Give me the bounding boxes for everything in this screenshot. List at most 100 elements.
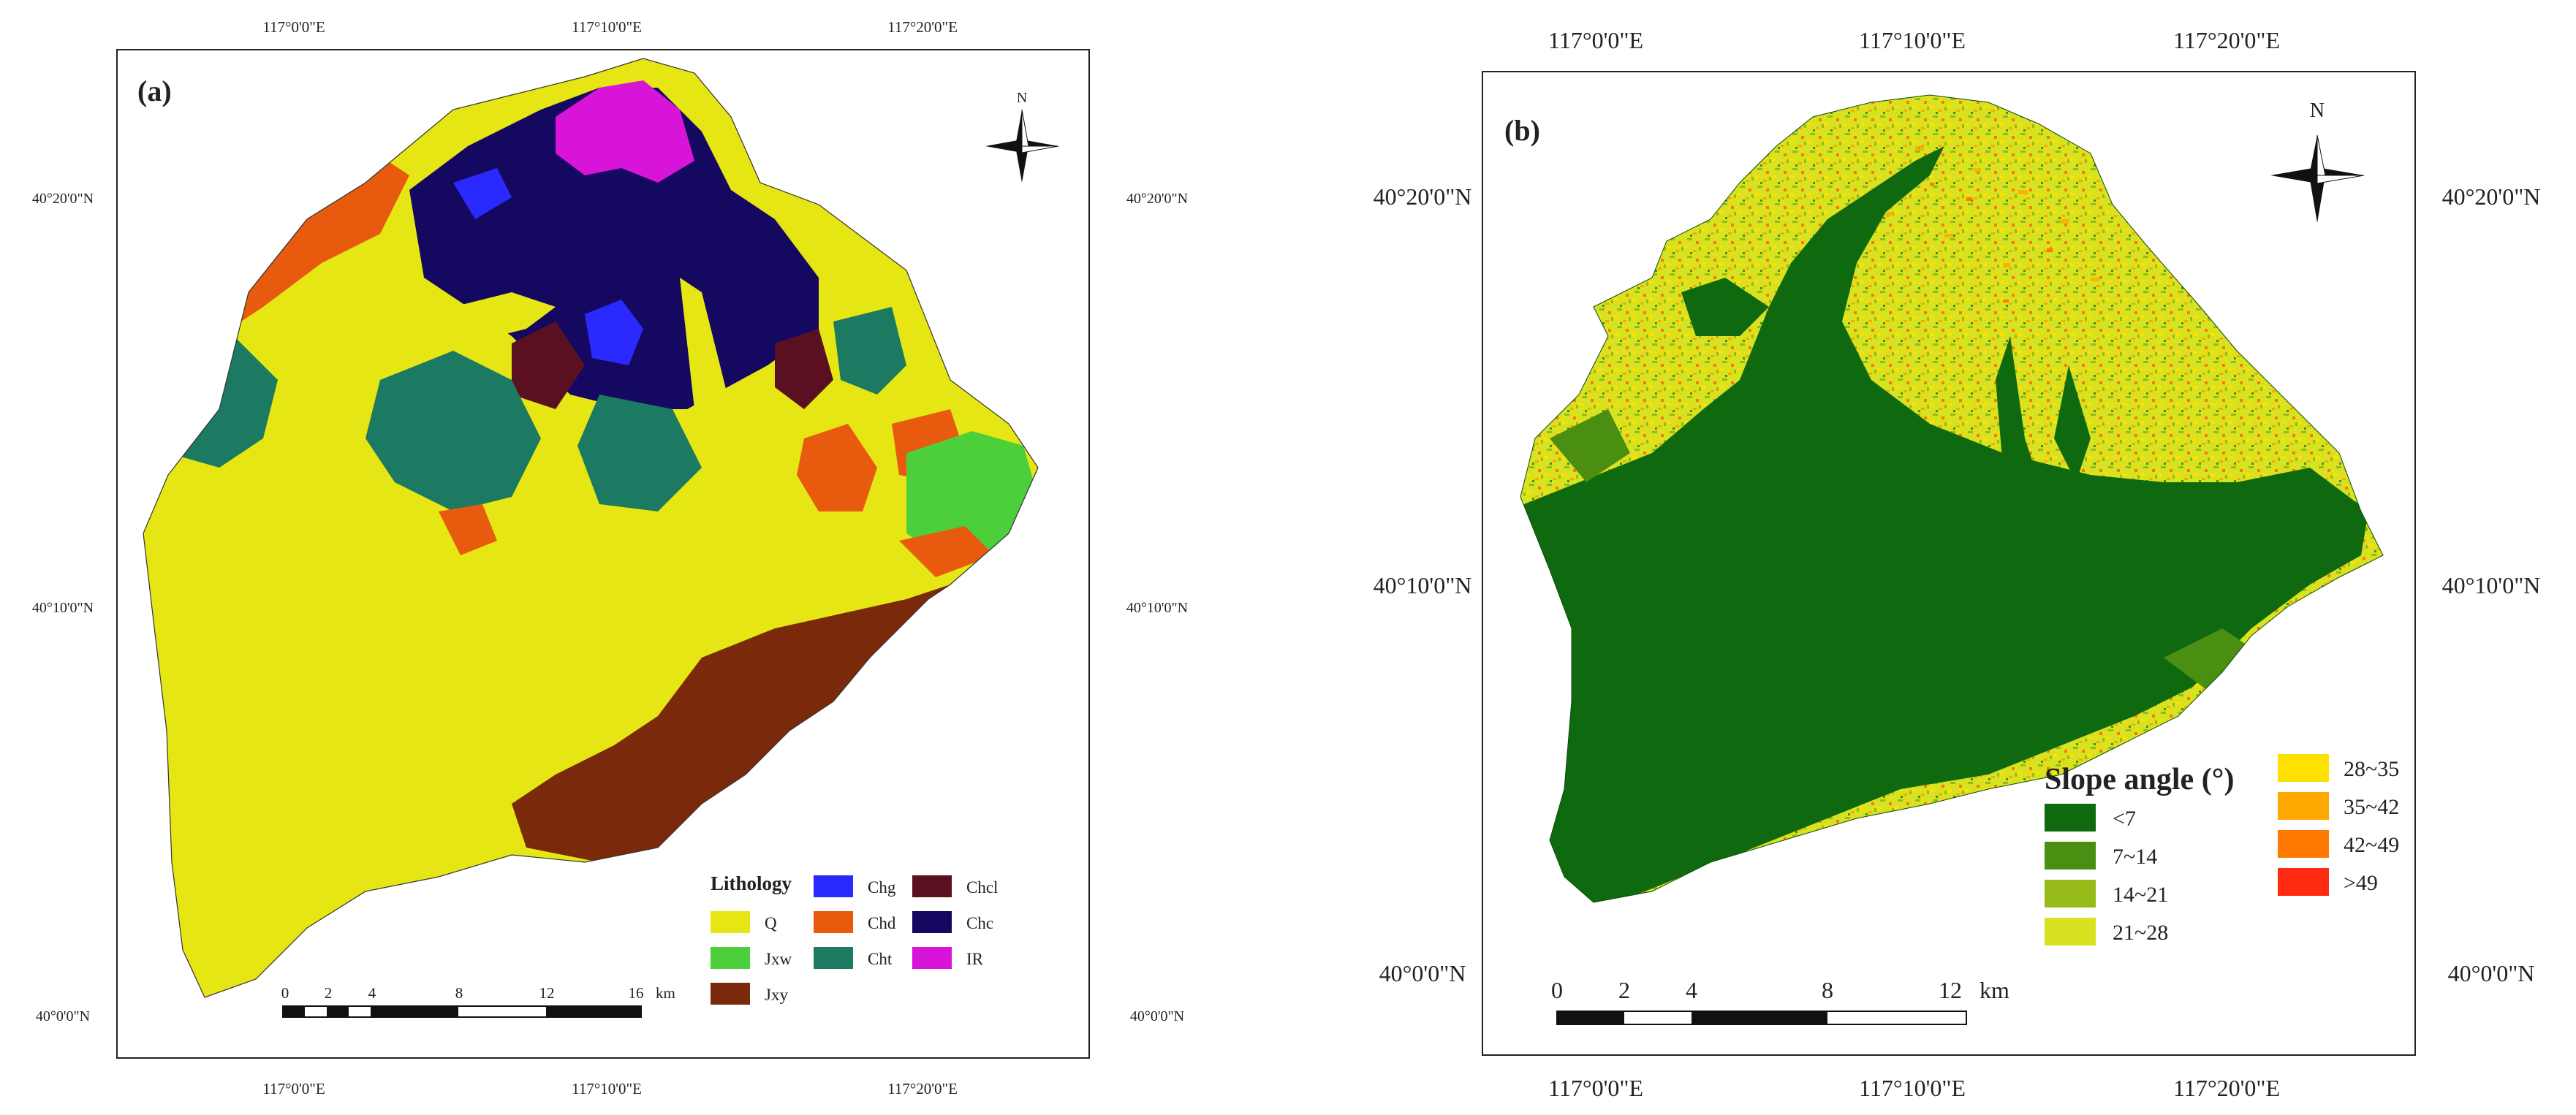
right-tick-b-3: 40°0'0"N xyxy=(2448,960,2535,986)
legend-label-jxy: Jxy xyxy=(765,986,788,1004)
lithology-legend: Lithology Q Jxw Jxy Chg Chd Cht Chcl Chc… xyxy=(711,872,998,1005)
legend-label-chc: Chc xyxy=(966,914,993,932)
right-tick-a-2: 40°10'0"N xyxy=(1126,600,1188,616)
legend-label-28-35: 28~35 xyxy=(2344,757,2399,781)
legend-label-jxw: Jxw xyxy=(765,950,792,968)
right-tick-b-1: 40°20'0"N xyxy=(2442,183,2541,210)
top-tick-a-1: 117°0'0"E xyxy=(262,18,325,36)
legend-item-jxy: Jxy xyxy=(711,983,788,1005)
scale-b-tick-0: 0 xyxy=(1551,977,1563,1003)
legend-label-7-14: 7~14 xyxy=(2113,845,2157,869)
scale-b-tick-4: 4 xyxy=(1686,977,1697,1003)
scale-b-unit: km xyxy=(1980,977,2009,1003)
north-label-a: N xyxy=(1017,90,1027,106)
north-arrow-icon-a: N xyxy=(985,90,1059,183)
scale-a-tick-8: 8 xyxy=(455,984,463,1002)
legend-label-chg: Chg xyxy=(868,878,896,897)
legend-swatch-35-42 xyxy=(2278,792,2329,820)
panel-b-map: 117°0'0"E 117°10'0"E 117°20'0"E 117°0'0"… xyxy=(1374,27,2541,1101)
legend-label-chd: Chd xyxy=(868,914,896,932)
legend-item-q: Q xyxy=(711,911,777,933)
scale-a-tick-0: 0 xyxy=(281,984,289,1002)
scale-a-tick-4: 4 xyxy=(368,984,376,1002)
bottom-tick-a-3: 117°20'0"E xyxy=(887,1080,958,1097)
scale-a-tick-12: 12 xyxy=(539,984,555,1002)
study-area-outline-b xyxy=(1520,94,2384,903)
legend-item-cht: Cht xyxy=(814,947,893,969)
legend-item-chd: Chd xyxy=(814,911,896,933)
legend-item-14-21: 14~21 xyxy=(2045,880,2168,907)
top-tick-b-2: 117°10'0"E xyxy=(1859,27,1966,53)
legend-swatch-chcl xyxy=(912,875,952,897)
slope-legend: Slope angle (°) <7 7~14 14~21 21~28 28~3… xyxy=(2045,754,2399,945)
left-tick-b-1: 40°20'0"N xyxy=(1374,183,1472,210)
legend-item-chc: Chc xyxy=(912,911,993,933)
north-arrow-icon-b: N xyxy=(2270,99,2365,223)
top-tick-a-2: 117°10'0"E xyxy=(572,18,642,36)
legend-item-7-14: 7~14 xyxy=(2045,842,2157,869)
legend-swatch-ir xyxy=(912,947,952,969)
legend-label-chcl: Chcl xyxy=(966,878,998,897)
legend-item-chcl: Chcl xyxy=(912,875,998,897)
legend-swatch-42-49 xyxy=(2278,830,2329,858)
legend-swatch-chc xyxy=(912,911,952,933)
left-tick-a-3: 40°0'0"N xyxy=(36,1008,90,1024)
top-tick-a-3: 117°20'0"E xyxy=(887,18,958,36)
legend-label-35-42: 35~42 xyxy=(2344,795,2399,819)
legend-label-14-21: 14~21 xyxy=(2113,883,2168,907)
bottom-tick-b-3: 117°20'0"E xyxy=(2173,1075,2280,1101)
legend-swatch-28-35 xyxy=(2278,754,2329,782)
legend-item-42-49: 42~49 xyxy=(2278,830,2399,858)
legend-swatch-21-28 xyxy=(2045,918,2096,945)
panel-label-b: (b) xyxy=(1504,114,1540,147)
legend-label-gt49: >49 xyxy=(2344,871,2378,895)
panel-label-a: (a) xyxy=(137,75,172,107)
legend-item-gt49: >49 xyxy=(2278,868,2378,896)
scale-bar-a: 0 2 4 8 12 16 km xyxy=(281,984,675,1018)
legend-item-jxw: Jxw xyxy=(711,947,792,969)
legend-label-21-28: 21~28 xyxy=(2113,921,2168,945)
bottom-tick-a-1: 117°0'0"E xyxy=(262,1080,325,1097)
right-tick-a-1: 40°20'0"N xyxy=(1126,191,1188,207)
legend-label-q: Q xyxy=(765,914,777,932)
top-tick-b-1: 117°0'0"E xyxy=(1548,27,1643,53)
legend-swatch-chd xyxy=(814,911,853,933)
scale-b-tick-8: 8 xyxy=(1822,977,1833,1003)
legend-item-ir: IR xyxy=(912,947,984,969)
legend-title-a: Lithology xyxy=(711,872,792,894)
scale-bar-b: 0 2 4 8 12 km xyxy=(1551,977,2009,1025)
legend-item-chg: Chg xyxy=(814,875,896,897)
bottom-tick-b-2: 117°10'0"E xyxy=(1859,1075,1966,1101)
left-tick-b-2: 40°10'0"N xyxy=(1374,572,1472,598)
panel-a-map: 117°0'0"E 117°10'0"E 117°20'0"E 117°0'0"… xyxy=(32,18,1188,1097)
legend-swatch-14-21 xyxy=(2045,880,2096,907)
legend-item-35-42: 35~42 xyxy=(2278,792,2399,820)
legend-label-cht: Cht xyxy=(868,950,893,968)
legend-label-lt7: <7 xyxy=(2113,807,2136,831)
left-tick-a-1: 40°20'0"N xyxy=(32,191,94,207)
legend-item-lt7: <7 xyxy=(2045,804,2136,832)
scale-b-tick-12: 12 xyxy=(1939,977,1962,1003)
study-area-outline-a xyxy=(143,58,1039,998)
scale-a-tick-2: 2 xyxy=(325,984,333,1002)
legend-swatch-q xyxy=(711,911,750,933)
north-label-b: N xyxy=(2310,99,2325,122)
bottom-tick-b-1: 117°0'0"E xyxy=(1548,1075,1643,1101)
scale-b-tick-2: 2 xyxy=(1618,977,1630,1003)
left-tick-b-3: 40°0'0"N xyxy=(1379,960,1466,986)
scale-a-unit: km xyxy=(656,984,675,1002)
legend-swatch-jxw xyxy=(711,947,750,969)
right-tick-b-2: 40°10'0"N xyxy=(2442,572,2541,598)
legend-swatch-jxy xyxy=(711,983,750,1005)
top-tick-b-3: 117°20'0"E xyxy=(2173,27,2280,53)
right-tick-a-3: 40°0'0"N xyxy=(1130,1008,1184,1024)
left-tick-a-2: 40°10'0"N xyxy=(32,600,94,616)
legend-swatch-7-14 xyxy=(2045,842,2096,869)
legend-swatch-gt49 xyxy=(2278,868,2329,896)
legend-label-ir: IR xyxy=(966,950,984,968)
legend-item-21-28: 21~28 xyxy=(2045,918,2168,945)
legend-swatch-chg xyxy=(814,875,853,897)
legend-item-28-35: 28~35 xyxy=(2278,754,2399,782)
legend-swatch-cht xyxy=(814,947,853,969)
